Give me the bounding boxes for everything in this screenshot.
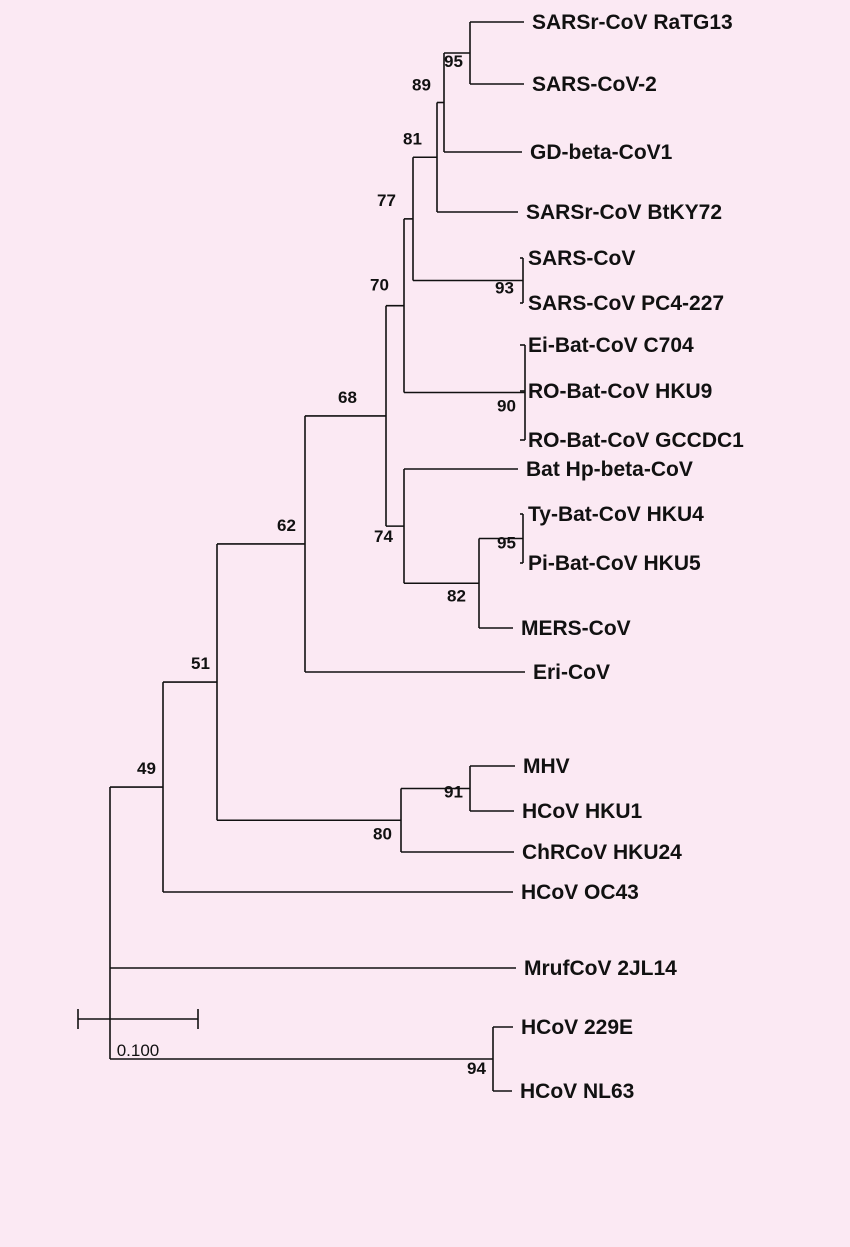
taxon-label-hku24: ChRCoV HKU24	[522, 841, 682, 864]
bootstrap-value: 62	[277, 516, 296, 535]
taxon-label-ratg13: SARSr-CoV RaTG13	[532, 11, 733, 34]
bootstrap-value: 95	[497, 534, 516, 553]
taxon-label-hku1: HCoV HKU1	[522, 800, 642, 823]
taxon-label-hku4: Ty-Bat-CoV HKU4	[528, 503, 704, 526]
bootstrap-values: 95 89 81 93 77 90 70 95 82 74 68 62 91 80 51 49 94	[137, 52, 516, 1078]
bootstrap-value: 93	[495, 279, 514, 298]
bootstrap-value: 74	[374, 527, 393, 546]
bootstrap-value: 70	[370, 276, 389, 295]
taxon-label-gd: GD-beta-CoV1	[530, 141, 673, 164]
bootstrap-value: 49	[137, 759, 156, 778]
bootstrap-value: 91	[444, 783, 463, 802]
bootstrap-value: 77	[377, 191, 396, 210]
scale-bar-label: 0.100	[117, 1041, 160, 1060]
taxon-label-btky72: SARSr-CoV BtKY72	[526, 201, 722, 224]
bootstrap-value: 95	[444, 52, 463, 71]
taxon-label-mhv: MHV	[523, 755, 570, 778]
taxon-label-pc4: SARS-CoV PC4-227	[528, 292, 724, 315]
taxon-label-sars2: SARS-CoV-2	[532, 73, 657, 96]
bootstrap-value: 90	[497, 397, 516, 416]
taxon-labels: SARSr-CoV RaTG13 SARS-CoV-2 GD-beta-CoV1 SA…	[520, 11, 744, 1103]
bootstrap-value: 89	[412, 76, 431, 95]
taxon-label-eri: Eri-CoV	[533, 661, 610, 684]
taxon-label-e229: HCoV 229E	[521, 1016, 633, 1039]
taxon-label-gccdc1: RO-Bat-CoV GCCDC1	[528, 429, 744, 452]
bootstrap-value: 82	[447, 586, 466, 605]
bootstrap-value: 94	[467, 1059, 486, 1078]
bootstrap-value: 80	[373, 824, 392, 843]
taxon-label-mruf: MrufCoV 2JL14	[524, 957, 677, 980]
tree-branches	[109, 21, 526, 1092]
scale-bar: 0.100	[77, 1009, 199, 1060]
taxon-label-nl63: HCoV NL63	[520, 1080, 634, 1103]
taxon-label-sars: SARS-CoV	[528, 247, 635, 270]
taxon-label-bathp: Bat Hp-beta-CoV	[526, 458, 693, 481]
taxon-label-hku5: Pi-Bat-CoV HKU5	[528, 552, 701, 575]
taxon-label-mers: MERS-CoV	[521, 617, 631, 640]
taxon-label-oc43: HCoV OC43	[521, 881, 639, 904]
bootstrap-value: 51	[191, 654, 210, 673]
taxon-label-hku9: RO-Bat-CoV HKU9	[528, 380, 712, 403]
bootstrap-value: 81	[403, 129, 422, 148]
bootstrap-value: 68	[338, 388, 357, 407]
taxon-label-c704: Ei-Bat-CoV C704	[528, 334, 694, 357]
